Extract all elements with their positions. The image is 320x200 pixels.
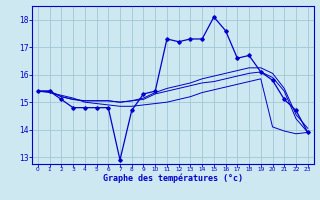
X-axis label: Graphe des températures (°c): Graphe des températures (°c) xyxy=(103,174,243,183)
